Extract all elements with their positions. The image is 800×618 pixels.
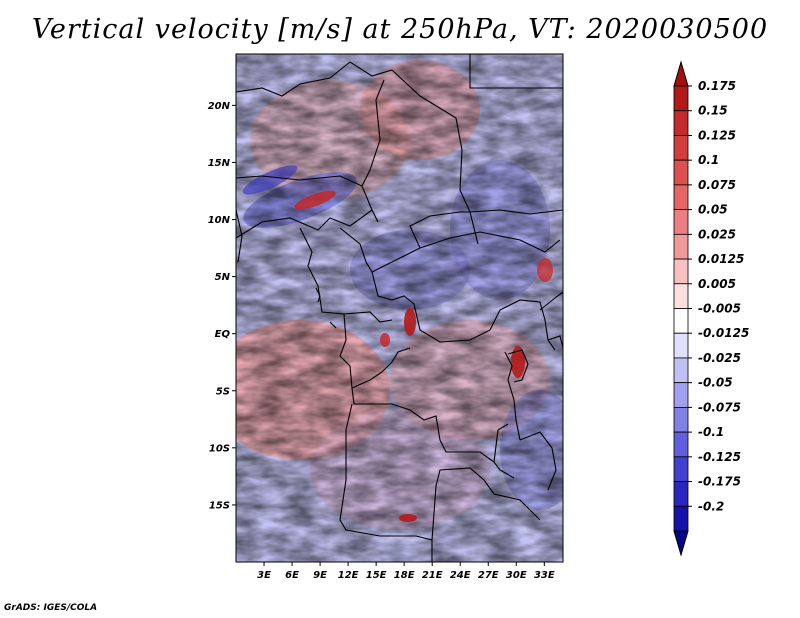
colorbar-box xyxy=(673,431,689,458)
y-axis: 20N 15N 10N 5N EQ 5S 10S 15S xyxy=(208,101,236,511)
y-tick-label: 15N xyxy=(208,158,231,169)
colorbar-label: -0.175 xyxy=(698,475,741,489)
colorbar-label: 0.0125 xyxy=(698,252,744,266)
x-axis: 3E 6E 9E 12E 15E 18E 21E 24E 27E 30E 33E xyxy=(257,562,555,581)
colorbar-box xyxy=(673,184,689,211)
chart-title: Vertical velocity [m/s] at 250hPa, VT: 2… xyxy=(31,14,769,45)
y-tick-label: 15S xyxy=(209,500,230,511)
colorbar-label: -0.075 xyxy=(698,400,741,414)
colorbar-box xyxy=(673,308,689,334)
colorbar-label: -0.125 xyxy=(698,450,741,464)
map-frame xyxy=(235,53,564,563)
x-tick-label: 15E xyxy=(366,570,387,581)
colorbar-label: -0.2 xyxy=(698,499,724,513)
updraft-cell xyxy=(511,346,525,378)
colorbar-box xyxy=(673,233,689,260)
updraft-cell xyxy=(404,308,416,336)
colorbar-box xyxy=(673,481,689,507)
updraft-cell xyxy=(399,514,417,522)
x-tick-label: 9E xyxy=(313,570,327,581)
colorbar-label: 0.005 xyxy=(698,277,736,291)
colorbar-label: 0.125 xyxy=(698,128,736,142)
colorbar-box xyxy=(673,382,689,408)
y-tick-label: 20N xyxy=(208,101,231,112)
colorbar-box xyxy=(673,357,689,384)
x-tick-label: 30E xyxy=(506,570,527,581)
x-tick-label: 12E xyxy=(338,570,359,581)
colorbar-label: 0.175 xyxy=(698,79,736,93)
y-tick-label: 10N xyxy=(208,215,231,226)
colorbar-label: -0.0125 xyxy=(698,326,749,340)
x-tick-label: 3E xyxy=(257,570,271,581)
colorbar-label: 0.05 xyxy=(698,203,728,217)
map-panel xyxy=(236,54,563,562)
colorbar-label: -0.025 xyxy=(698,351,741,365)
colorbar-label: -0.05 xyxy=(698,376,733,390)
x-tick-label: 24E xyxy=(450,570,471,581)
x-tick-label: 6E xyxy=(285,570,299,581)
colorbar-box xyxy=(673,85,689,112)
y-tick-label: EQ xyxy=(215,329,231,340)
colorbar-label: -0.1 xyxy=(698,425,724,439)
colorbar-label: 0.075 xyxy=(698,178,736,192)
colorbar-box xyxy=(673,135,689,161)
colorbar-bottom-arrow xyxy=(673,530,689,557)
updraft-cell xyxy=(537,258,553,282)
updraft-cell xyxy=(380,333,390,347)
colorbar-box xyxy=(673,456,689,482)
downdraft-cell xyxy=(242,165,298,195)
colorbar-label: 0.15 xyxy=(698,104,728,118)
x-tick-label: 21E xyxy=(422,570,443,581)
x-tick-label: 18E xyxy=(394,570,415,581)
colorbar-top-arrow xyxy=(673,60,689,87)
colorbar-box xyxy=(673,406,689,433)
y-tick-label: 5S xyxy=(216,386,230,397)
updraft-cell xyxy=(294,190,336,210)
colorbar-box xyxy=(673,283,689,309)
colorbar-box xyxy=(673,332,689,359)
colorbar-box xyxy=(673,258,689,285)
x-tick-label: 27E xyxy=(478,570,499,581)
y-tick-label: 5N xyxy=(215,272,231,283)
country-borders xyxy=(236,54,563,562)
colorbar-box xyxy=(673,209,689,235)
colorbar-box xyxy=(673,505,689,532)
colorbar-label: -0.005 xyxy=(698,302,741,316)
colorbar-label: 0.1 xyxy=(698,153,719,167)
colorbar-box xyxy=(673,159,689,186)
x-tick-label: 33E xyxy=(534,570,555,581)
grads-credit: GrADS: IGES/COLA xyxy=(4,603,98,613)
colorbar-box xyxy=(673,110,689,136)
colorbar: 0.175 0.15 0.125 0.1 0.075 0.05 0.025 0.0125 0.0… xyxy=(673,60,749,557)
colorbar-label: 0.025 xyxy=(698,227,736,241)
y-tick-label: 10S xyxy=(209,443,230,454)
